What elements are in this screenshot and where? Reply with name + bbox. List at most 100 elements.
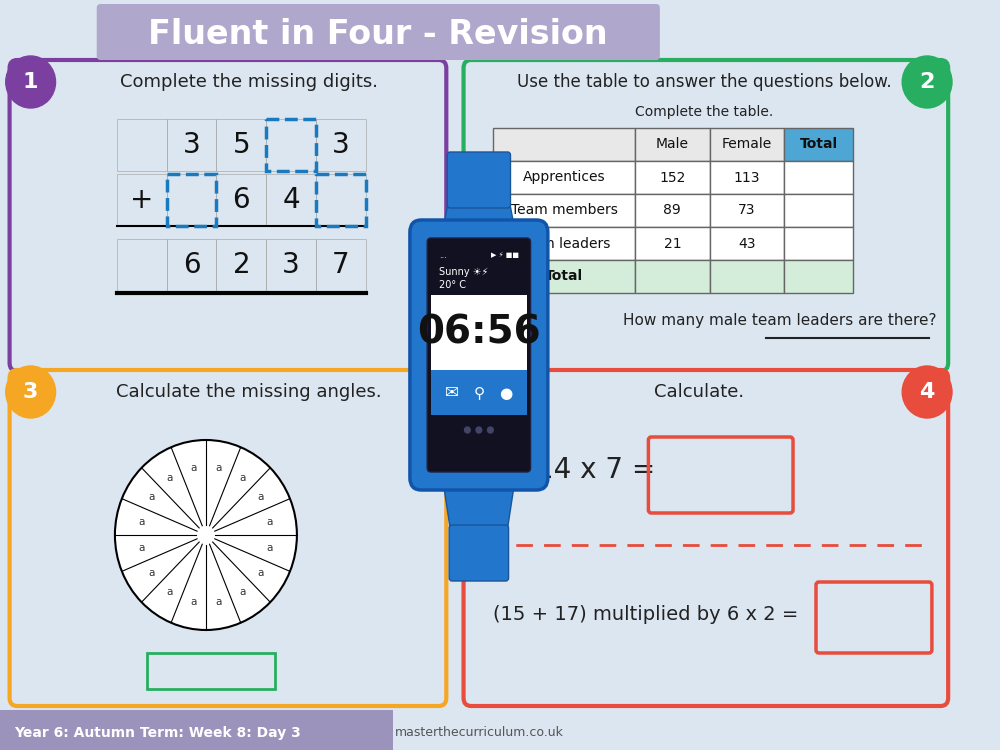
Text: 6: 6 — [233, 186, 250, 214]
Text: Apprentices: Apprentices — [523, 170, 605, 184]
Text: ▶ ⚡ ■■: ▶ ⚡ ■■ — [491, 252, 519, 258]
Text: 73: 73 — [738, 203, 756, 217]
Text: 89: 89 — [663, 203, 681, 217]
FancyBboxPatch shape — [10, 60, 446, 371]
Circle shape — [465, 427, 470, 433]
Text: Calculate the missing angles.: Calculate the missing angles. — [116, 383, 382, 401]
Circle shape — [902, 366, 952, 418]
Text: ✉: ✉ — [445, 384, 459, 402]
Text: 14 x 7 =: 14 x 7 = — [536, 456, 656, 484]
Text: Total: Total — [545, 269, 583, 284]
Text: ⚲: ⚲ — [473, 386, 484, 400]
Text: 4: 4 — [919, 382, 935, 402]
Text: Total: Total — [800, 137, 838, 152]
Text: a: a — [167, 473, 173, 484]
Text: How many male team leaders are there?: How many male team leaders are there? — [623, 313, 936, 328]
Bar — [784, 128, 853, 161]
Text: Calculate.: Calculate. — [654, 383, 744, 401]
Bar — [216, 174, 266, 226]
Polygon shape — [442, 202, 515, 232]
Bar — [710, 260, 784, 293]
Text: a: a — [257, 568, 263, 578]
Text: 06:56: 06:56 — [417, 314, 541, 352]
Bar — [784, 161, 853, 194]
Text: a: a — [139, 543, 145, 554]
Text: 113: 113 — [734, 170, 760, 184]
Bar — [431, 415, 527, 468]
Text: a: a — [239, 586, 245, 596]
Text: 3: 3 — [282, 251, 300, 279]
Text: 5: 5 — [233, 131, 250, 159]
Text: a: a — [215, 464, 222, 473]
Bar — [493, 260, 635, 293]
Bar — [493, 128, 635, 161]
Circle shape — [476, 427, 482, 433]
Bar — [493, 161, 635, 194]
Text: a: a — [267, 517, 273, 526]
Bar — [216, 119, 266, 171]
Text: a: a — [167, 586, 173, 596]
Bar — [117, 174, 167, 226]
FancyBboxPatch shape — [464, 370, 948, 706]
Bar — [784, 260, 853, 293]
Text: (15 + 17) multiplied by 6 x 2 =: (15 + 17) multiplied by 6 x 2 = — [493, 605, 799, 625]
FancyBboxPatch shape — [464, 60, 948, 371]
Bar — [635, 260, 710, 293]
Text: Female: Female — [722, 137, 772, 152]
Text: a: a — [190, 597, 196, 607]
Text: 1: 1 — [23, 72, 38, 92]
Circle shape — [902, 56, 952, 108]
Text: 21: 21 — [664, 236, 681, 250]
Text: a: a — [257, 492, 263, 502]
Text: 3: 3 — [23, 382, 38, 402]
Text: 43: 43 — [738, 236, 756, 250]
Bar — [216, 239, 266, 291]
Bar — [431, 242, 527, 287]
Text: Fluent in Four - Revision: Fluent in Four - Revision — [148, 19, 608, 52]
Text: 3: 3 — [332, 131, 350, 159]
Text: Complete the table.: Complete the table. — [635, 105, 773, 119]
Bar — [710, 194, 784, 227]
Text: Male: Male — [656, 137, 689, 152]
Bar — [316, 174, 366, 226]
Bar — [784, 227, 853, 260]
Circle shape — [6, 366, 56, 418]
Bar — [710, 227, 784, 260]
Text: 2: 2 — [233, 251, 250, 279]
Bar — [493, 194, 635, 227]
Bar — [493, 227, 635, 260]
Text: +: + — [130, 186, 153, 214]
Text: a: a — [149, 492, 155, 502]
FancyBboxPatch shape — [410, 220, 548, 490]
Text: Team members: Team members — [511, 203, 618, 217]
Circle shape — [6, 56, 56, 108]
Bar — [316, 239, 366, 291]
Bar — [167, 119, 216, 171]
Circle shape — [115, 440, 297, 630]
Text: Year 6: Autumn Term: Week 8: Day 3: Year 6: Autumn Term: Week 8: Day 3 — [14, 726, 301, 740]
Bar — [710, 161, 784, 194]
Bar — [635, 227, 710, 260]
Bar — [266, 119, 316, 171]
Text: a: a — [149, 568, 155, 578]
Text: 3: 3 — [183, 131, 200, 159]
Text: a: a — [215, 597, 222, 607]
Bar — [635, 161, 710, 194]
Text: 7: 7 — [332, 251, 350, 279]
Bar — [316, 119, 366, 171]
Circle shape — [487, 427, 493, 433]
Text: 2: 2 — [919, 72, 935, 92]
Text: Sunny ☀⚡: Sunny ☀⚡ — [439, 267, 488, 277]
Bar — [167, 239, 216, 291]
Text: 6: 6 — [183, 251, 200, 279]
Bar — [710, 128, 784, 161]
Bar — [431, 295, 527, 370]
Bar — [0, 710, 393, 750]
FancyBboxPatch shape — [447, 152, 510, 208]
Polygon shape — [442, 478, 515, 528]
FancyBboxPatch shape — [427, 238, 531, 472]
Text: a: a — [139, 517, 145, 526]
Bar — [117, 239, 167, 291]
Bar — [117, 119, 167, 171]
Text: a: a — [190, 464, 196, 473]
